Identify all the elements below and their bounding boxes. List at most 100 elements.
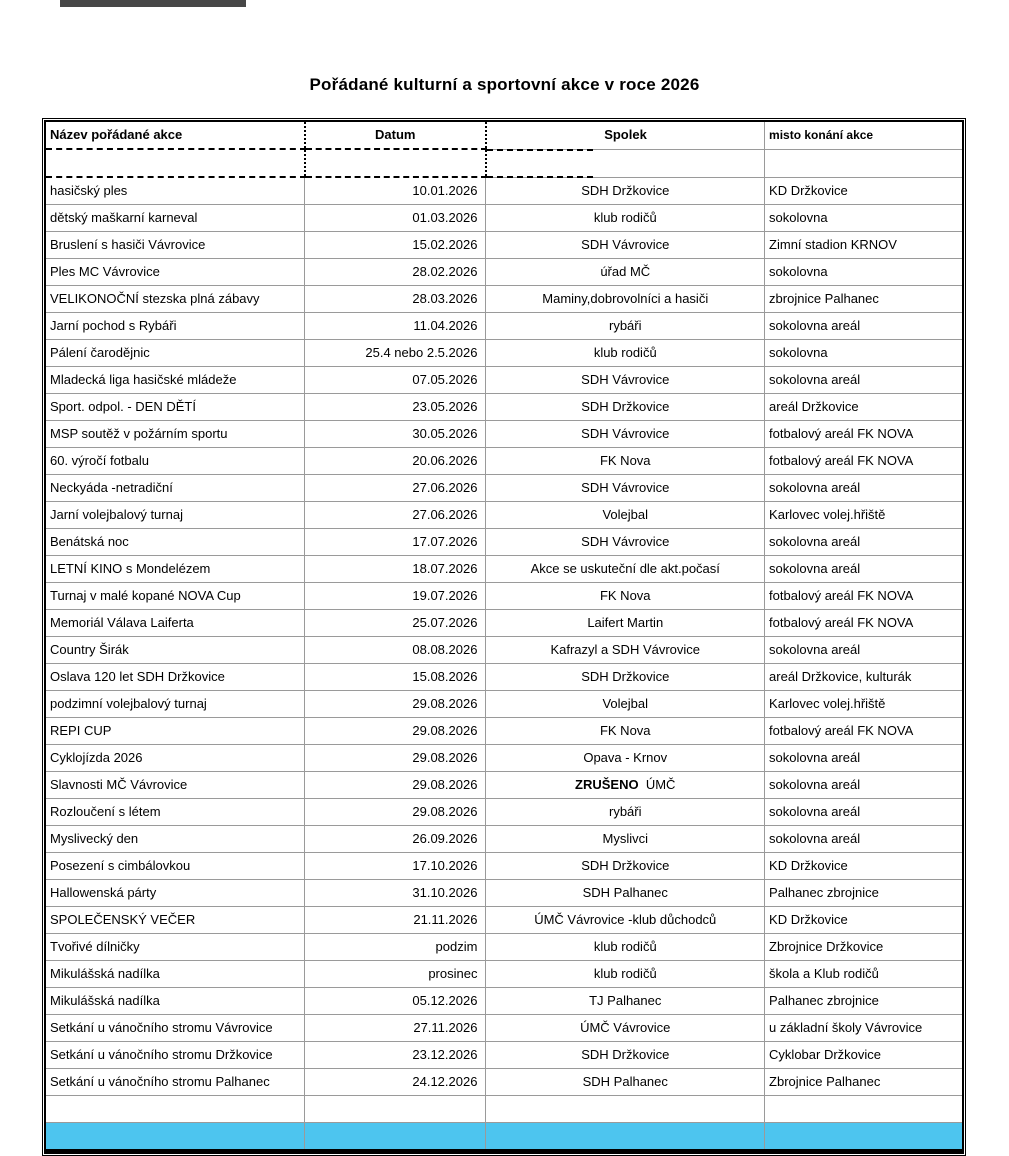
- cell-misto: Zbrojnice Držkovice: [764, 933, 964, 961]
- cell-spolek: klub rodičů: [485, 204, 766, 232]
- cell-nazev: LETNÍ KINO s Mondelézem: [44, 555, 306, 583]
- cell-misto: KD Držkovice: [764, 906, 964, 934]
- table-row: VELIKONOČNÍ stezska plná zábavy 28.03.202…: [44, 285, 964, 313]
- cell-nazev: Rozloučení s létem: [44, 798, 306, 826]
- table-row: [44, 1122, 964, 1152]
- header-dash-extension: [487, 149, 593, 151]
- table-row: Setkání u vánočního stromu Držkovice 23.1…: [44, 1041, 964, 1069]
- events-table-body: hasičský ples 10.01.2026 SDH Držkovice KD D…: [44, 176, 964, 1152]
- cell-misto: KD Držkovice: [764, 852, 964, 880]
- table-row: REPI CUP 29.08.2026 FK Nova fotbalový areál…: [44, 717, 964, 745]
- cell-misto: [764, 1122, 964, 1152]
- cell-spolek: SDH Držkovice: [485, 393, 766, 421]
- cell-misto: sokolovna areál: [764, 744, 964, 772]
- cell-nazev: Tvořivé dílničky: [44, 933, 306, 961]
- cell-nazev: Setkání u vánočního stromu Vávrovice: [44, 1014, 306, 1042]
- table-row: Turnaj v malé kopané NOVA Cup 19.07.2026 F…: [44, 582, 964, 610]
- cell-datum: 30.05.2026: [304, 420, 487, 448]
- table-row: Rozloučení s létem 29.08.2026 rybáři sokolo…: [44, 798, 964, 826]
- table-row: Neckyáda -netradiční 27.06.2026 SDH Vávrov…: [44, 474, 964, 502]
- cell-datum: 29.08.2026: [304, 717, 487, 745]
- cell-datum: 18.07.2026: [304, 555, 487, 583]
- cell-spolek: SDH Držkovice: [485, 852, 766, 880]
- cell-spolek: ÚMČ Vávrovice: [485, 1014, 766, 1042]
- table-row: Mladecká liga hasičské mládeže 07.05.2026…: [44, 366, 964, 394]
- cell-misto: Palhanec zbrojnice: [764, 987, 964, 1015]
- cell-misto: Zbrojnice Palhanec: [764, 1068, 964, 1096]
- header-misto: misto konání akce: [764, 120, 964, 150]
- cell-datum: 29.08.2026: [304, 771, 487, 799]
- cell-nazev: Oslava 120 let SDH Držkovice: [44, 663, 306, 691]
- cell-spolek: Laifert Martin: [485, 609, 766, 637]
- cell-datum: 27.06.2026: [304, 501, 487, 529]
- cell-spolek: Myslivci: [485, 825, 766, 853]
- table-row: Mikulášská nadílka prosinec klub rodičů ško…: [44, 960, 964, 988]
- cell-datum: 28.03.2026: [304, 285, 487, 313]
- cell-spolek: klub rodičů: [485, 339, 766, 367]
- cell-misto: sokolovna areál: [764, 636, 964, 664]
- cell-datum: 05.12.2026: [304, 987, 487, 1015]
- cell-datum: 29.08.2026: [304, 744, 487, 772]
- cell-spolek: ZRUŠENO ÚMČ: [485, 771, 766, 799]
- cell-spolek: SDH Držkovice: [485, 1041, 766, 1069]
- table-row: Tvořivé dílničky podzim klub rodičů Zbrojni…: [44, 933, 964, 961]
- cell-nazev: Posezení s cimbálovkou: [44, 852, 306, 880]
- table-row: [44, 1095, 964, 1123]
- cell-nazev: Mladecká liga hasičské mládeže: [44, 366, 306, 394]
- table-header: Název pořádané akce Datum Spolek misto k…: [44, 120, 964, 178]
- cell-datum: 23.12.2026: [304, 1041, 487, 1069]
- cell-nazev: Hallowenská párty: [44, 879, 306, 907]
- cell-nazev: hasičský ples: [44, 176, 306, 205]
- cell-spolek: [485, 1122, 766, 1152]
- cell-nazev: Sport. odpol. - DEN DĚTÍ: [44, 393, 306, 421]
- cell-spolek: SDH Palhanec: [485, 1068, 766, 1096]
- header-nazev: Název pořádané akce: [44, 120, 306, 150]
- cell-datum: [304, 1122, 487, 1152]
- cell-spolek: FK Nova: [485, 717, 766, 745]
- cell-nazev: Country Širák: [44, 636, 306, 664]
- cell-misto: sokolovna: [764, 204, 964, 232]
- table-row: SPOLEČENSKÝ VEČER 21.11.2026 ÚMČ Vávrovice…: [44, 906, 964, 934]
- cell-misto: sokolovna areál: [764, 366, 964, 394]
- cell-misto: u základní školy Vávrovice: [764, 1014, 964, 1042]
- cell-nazev: Mikulášská nadílka: [44, 987, 306, 1015]
- cell-nazev: Jarní volejbalový turnaj: [44, 501, 306, 529]
- cell-spolek: úřad MČ: [485, 258, 766, 286]
- cell-datum: 07.05.2026: [304, 366, 487, 394]
- cell-nazev: Bruslení s hasiči Vávrovice: [44, 231, 306, 259]
- cell-misto: sokolovna areál: [764, 555, 964, 583]
- cell-misto: sokolovna areál: [764, 528, 964, 556]
- cell-spolek: FK Nova: [485, 447, 766, 475]
- cell-misto: areál Držkovice: [764, 393, 964, 421]
- cell-nazev: SPOLEČENSKÝ VEČER: [44, 906, 306, 934]
- header-dash-extension: [487, 176, 593, 178]
- cell-spolek: SDH Vávrovice: [485, 366, 766, 394]
- cell-datum: 24.12.2026: [304, 1068, 487, 1096]
- events-table-grid: Název pořádané akce Datum Spolek misto k…: [44, 120, 964, 1154]
- cell-datum: 29.08.2026: [304, 690, 487, 718]
- cell-misto: areál Držkovice, kulturák: [764, 663, 964, 691]
- cell-nazev: dětský maškarní karneval: [44, 204, 306, 232]
- cell-nazev: Cyklojízda 2026: [44, 744, 306, 772]
- cell-datum: 28.02.2026: [304, 258, 487, 286]
- cell-misto: Palhanec zbrojnice: [764, 879, 964, 907]
- cell-datum: 25.4 nebo 2.5.2026: [304, 339, 487, 367]
- cell-spolek: FK Nova: [485, 582, 766, 610]
- cell-nazev: Setkání u vánočního stromu Držkovice: [44, 1041, 306, 1069]
- cell-misto: fotbalový areál FK NOVA: [764, 717, 964, 745]
- cell-misto: sokolovna areál: [764, 771, 964, 799]
- header-datum: Datum: [303, 120, 487, 150]
- table-row: Myslivecký den 26.09.2026 Myslivci sokolovn…: [44, 825, 964, 853]
- cell-misto: fotbalový areál FK NOVA: [764, 582, 964, 610]
- table-row: Setkání u vánočního stromu Vávrovice 27.1…: [44, 1014, 964, 1042]
- table-row: Oslava 120 let SDH Držkovice 15.08.2026 SD…: [44, 663, 964, 691]
- cell-spolek: Akce se uskuteční dle akt.počasí: [485, 555, 766, 583]
- cell-datum: 11.04.2026: [304, 312, 487, 340]
- cell-spolek: Volejbal: [485, 501, 766, 529]
- cell-spolek: SDH Držkovice: [485, 663, 766, 691]
- cell-nazev: podzimní volejbalový turnaj: [44, 690, 306, 718]
- cell-nazev: [44, 1095, 306, 1123]
- table-row: MSP soutěž v požárním sportu 30.05.2026 SD…: [44, 420, 964, 448]
- cell-spolek: Volejbal: [485, 690, 766, 718]
- table-row: Jarní pochod s Rybáři 11.04.2026 rybáři sok…: [44, 312, 964, 340]
